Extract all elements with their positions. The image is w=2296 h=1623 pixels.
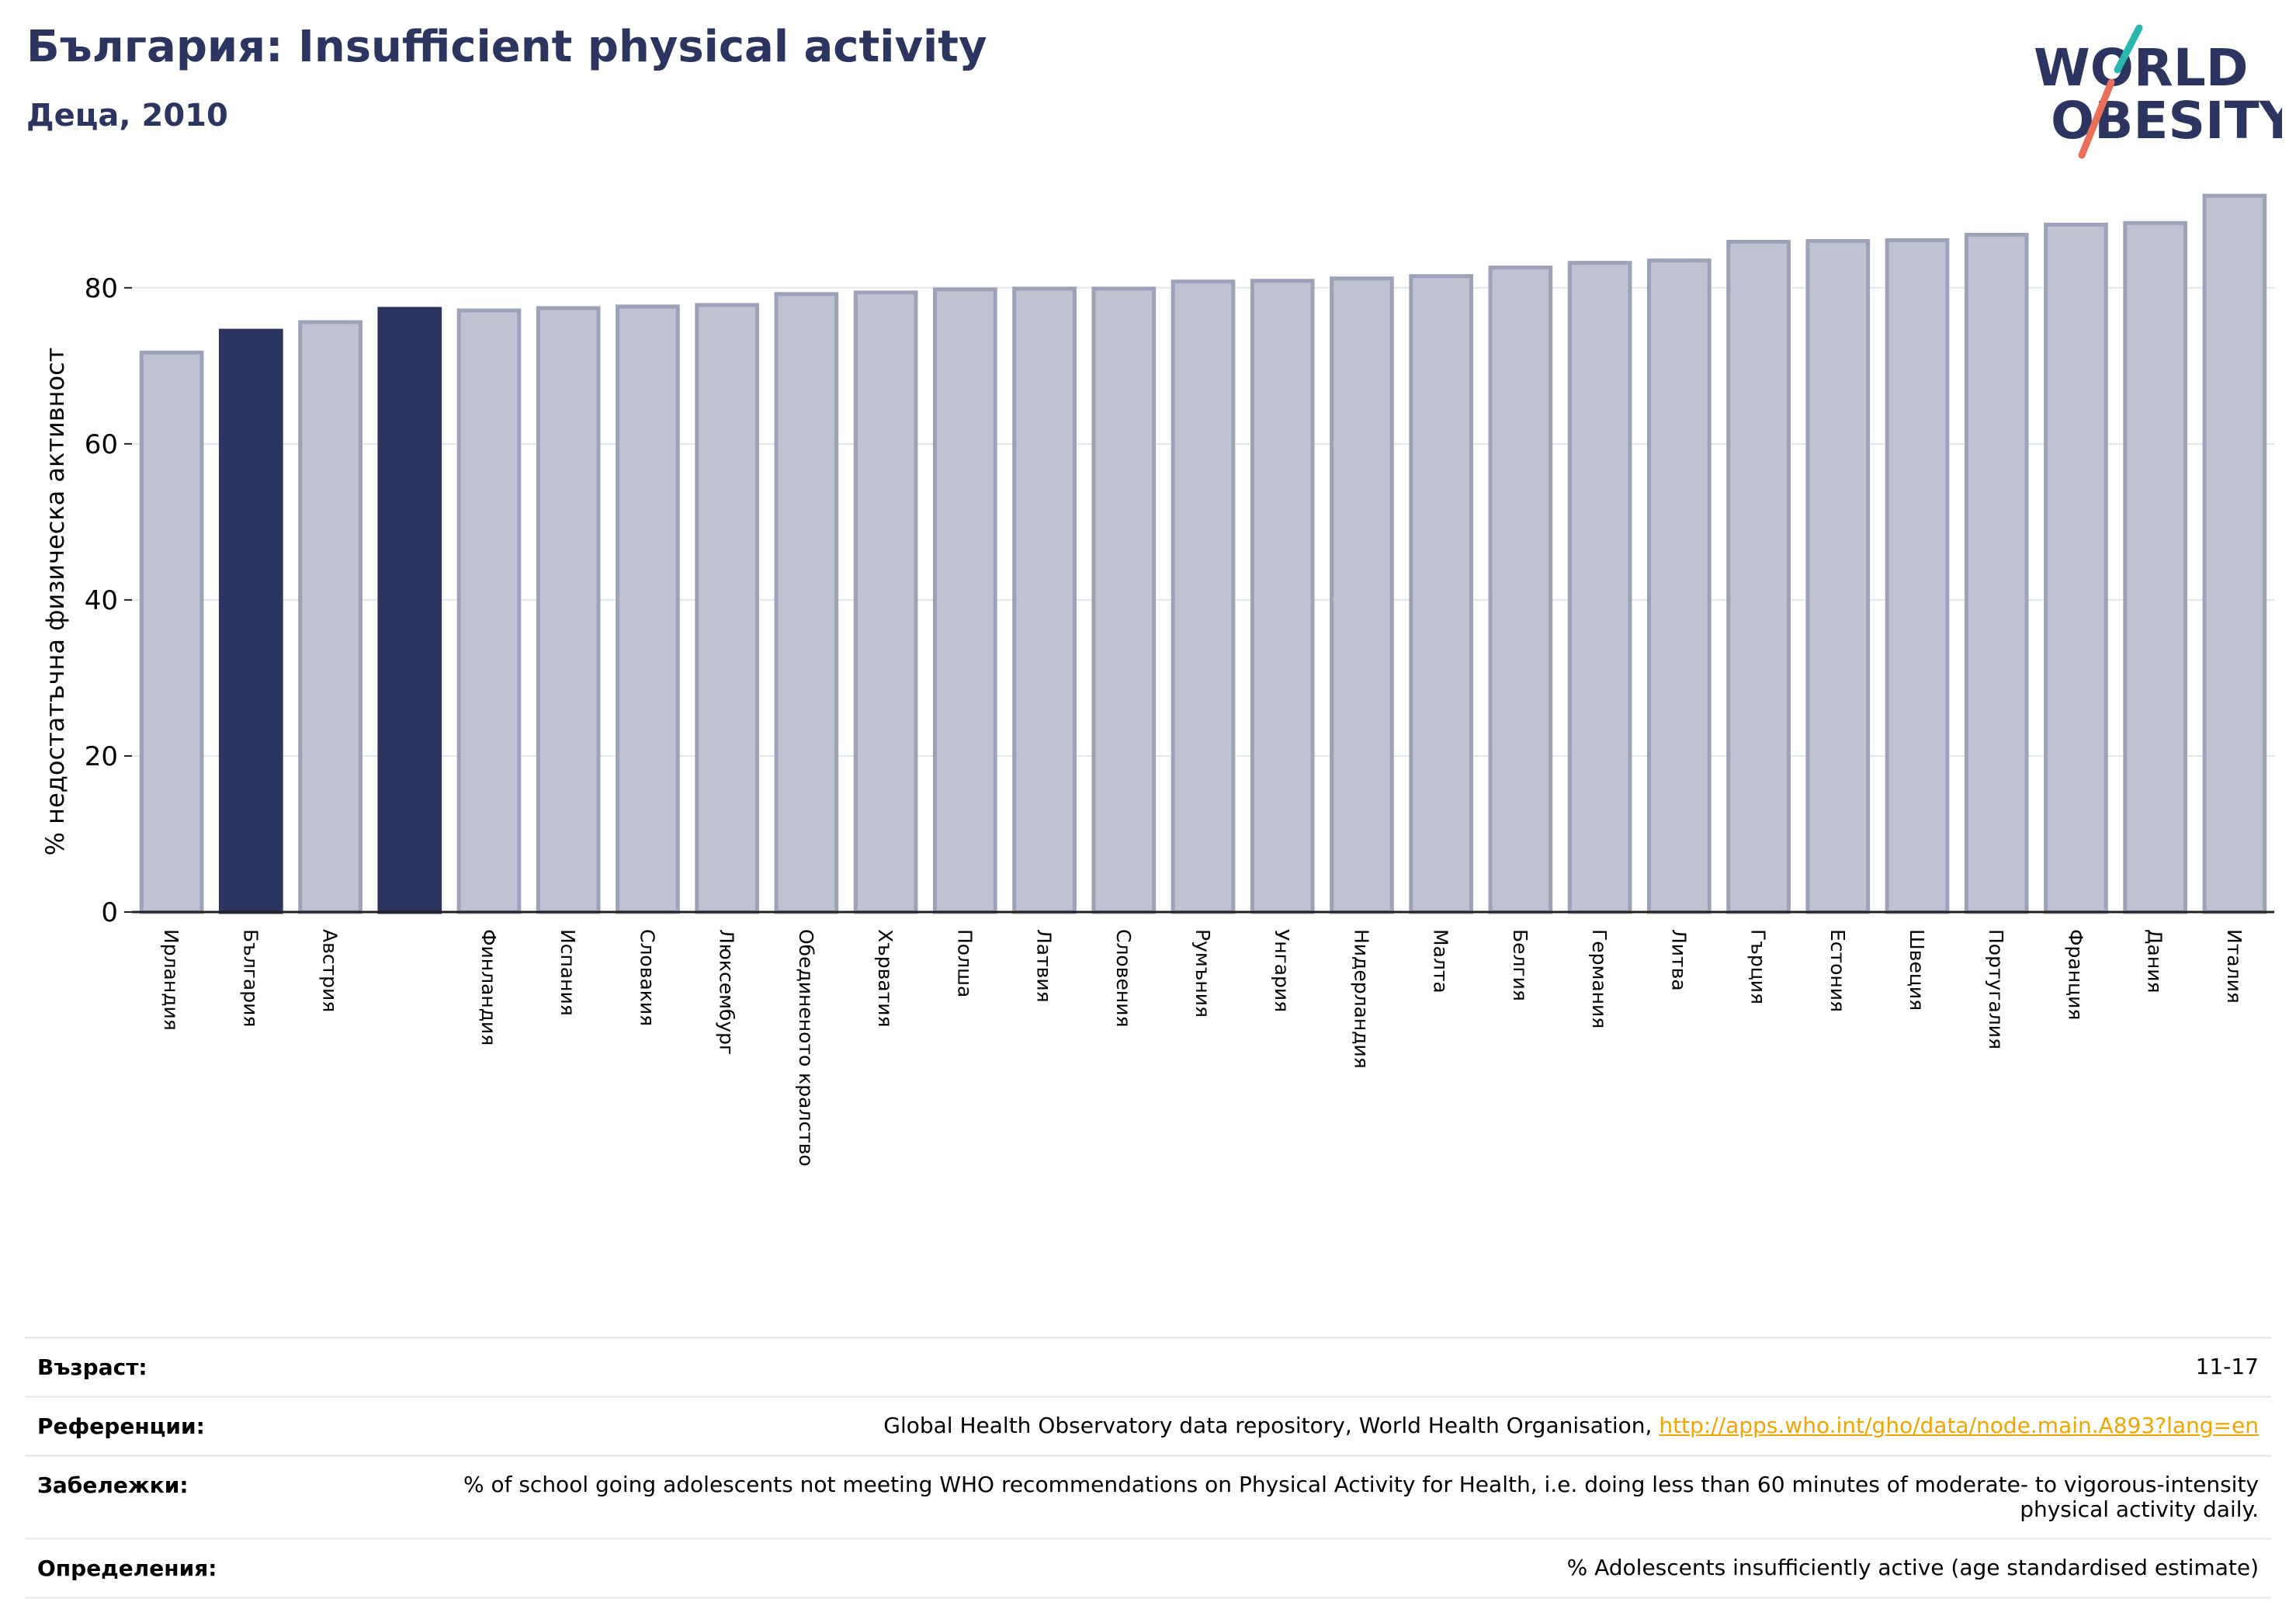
bar bbox=[536, 306, 601, 914]
bar bbox=[1567, 261, 1632, 914]
x-tick-label: Гърция bbox=[1747, 929, 1770, 1004]
x-tick-label: Латвия bbox=[1033, 929, 1056, 1003]
bars bbox=[139, 193, 2267, 914]
x-tick-label: Дания bbox=[2144, 929, 2166, 993]
x-tick-label: Франция bbox=[2064, 929, 2086, 1020]
definitions-value: % Adolescents insufficiently active (age… bbox=[1566, 1555, 2259, 1581]
bar bbox=[139, 350, 204, 914]
chart-title: България: Insufficient physical activity bbox=[26, 22, 987, 72]
bar bbox=[2044, 222, 2108, 914]
x-tick-label: Полша bbox=[953, 929, 976, 997]
bar-chart: 0 20 40 60 80 Ирландия България Австрия Финланд… bbox=[40, 193, 2274, 1167]
y-axis-label: % недостатъчна физическа активност bbox=[40, 348, 70, 856]
x-tick-label: Малта bbox=[1430, 929, 1452, 994]
bar bbox=[1091, 286, 1157, 914]
x-tick-label: Словения bbox=[1112, 929, 1135, 1027]
y-tick-label: 80 bbox=[85, 273, 118, 304]
bar bbox=[218, 328, 283, 914]
notes-value: % of school going adolescents not meetin… bbox=[463, 1472, 2259, 1523]
bar bbox=[774, 292, 839, 914]
x-tick-label: Хърватия bbox=[874, 929, 897, 1028]
x-axis-labels: Ирландия България Австрия Финландия Испания С… bbox=[160, 929, 2246, 1167]
x-tick-label: Испания bbox=[557, 929, 579, 1016]
bar bbox=[1646, 258, 1712, 914]
definitions-label: Определения: bbox=[37, 1555, 217, 1582]
x-tick-label: Италия bbox=[2223, 929, 2246, 1004]
bar bbox=[1250, 279, 1315, 914]
age-label: Възраст: bbox=[37, 1354, 147, 1380]
logo-word-world: WORLD bbox=[2034, 38, 2249, 98]
x-tick-label: Нидерландия bbox=[1350, 929, 1372, 1069]
logo-slash-bottom bbox=[2078, 78, 2115, 159]
x-tick-label: Литва bbox=[1667, 929, 1690, 991]
bar bbox=[456, 308, 522, 914]
bar bbox=[1964, 232, 2029, 914]
x-tick-label: Люксембург bbox=[716, 929, 738, 1055]
meta-row-notes: Забележки: % of school going adolescents… bbox=[25, 1457, 2271, 1541]
bar bbox=[695, 303, 760, 914]
x-tick-label: Германия bbox=[1588, 929, 1611, 1028]
meta-row-definitions: Определения: % Adolescents insufficientl… bbox=[25, 1540, 2271, 1600]
bar bbox=[1805, 238, 1871, 914]
x-tick-label: Обединеното кралство bbox=[795, 929, 817, 1167]
y-tick-label: 40 bbox=[85, 585, 118, 616]
bar bbox=[1171, 279, 1236, 914]
bar bbox=[1330, 276, 1394, 914]
references-label: Референции: bbox=[37, 1413, 205, 1439]
x-tick-label: Ирландия bbox=[160, 929, 182, 1031]
x-tick-label: Португалия bbox=[1985, 929, 2007, 1049]
metadata-table: Възраст: 11-17 Референции: Global Health… bbox=[25, 1337, 2271, 1600]
y-axis-ticks: 0 20 40 60 80 bbox=[85, 273, 132, 928]
x-tick-label: Австрия bbox=[319, 929, 342, 1012]
logo-slash-top bbox=[2114, 24, 2143, 74]
x-tick-label: Румъния bbox=[1191, 929, 1214, 1018]
x-tick-label: Естония bbox=[1826, 929, 1849, 1012]
bar bbox=[932, 287, 997, 914]
bar bbox=[2123, 220, 2188, 914]
notes-label: Забележки: bbox=[37, 1472, 189, 1498]
bar bbox=[1488, 265, 1553, 914]
bar bbox=[1885, 238, 1950, 914]
chart-subtitle: Деца, 2010 bbox=[26, 98, 228, 134]
y-tick-label: 0 bbox=[101, 897, 118, 928]
bar bbox=[1726, 239, 1791, 914]
y-tick-label: 20 bbox=[85, 741, 118, 772]
bar bbox=[1012, 286, 1077, 914]
bar bbox=[616, 304, 680, 914]
bar bbox=[2202, 193, 2267, 914]
bar bbox=[377, 307, 442, 914]
x-tick-label: Унгария bbox=[1271, 929, 1293, 1012]
x-tick-label: България bbox=[239, 929, 262, 1027]
y-tick-label: 60 bbox=[85, 429, 118, 460]
x-tick-label: Словакия bbox=[636, 929, 658, 1026]
x-tick-label: Белгия bbox=[1509, 929, 1531, 1001]
world-obesity-logo: WORLD OBESITY bbox=[2034, 24, 2282, 159]
x-tick-label: Швеция bbox=[1906, 929, 1928, 1011]
bar bbox=[853, 290, 918, 914]
bar bbox=[298, 320, 362, 914]
meta-row-age: Възраст: 11-17 bbox=[25, 1339, 2271, 1398]
age-value: 11-17 bbox=[2195, 1354, 2259, 1379]
references-value: Global Health Observatory data repositor… bbox=[883, 1413, 2259, 1438]
references-text: Global Health Observatory data repositor… bbox=[883, 1413, 1660, 1438]
bar bbox=[1409, 274, 1474, 914]
references-link[interactable]: http://apps.who.int/gho/data/node.main.A… bbox=[1659, 1413, 2259, 1438]
x-tick-label: Финландия bbox=[477, 929, 500, 1046]
meta-row-references: Референции: Global Health Observatory da… bbox=[25, 1398, 2271, 1457]
